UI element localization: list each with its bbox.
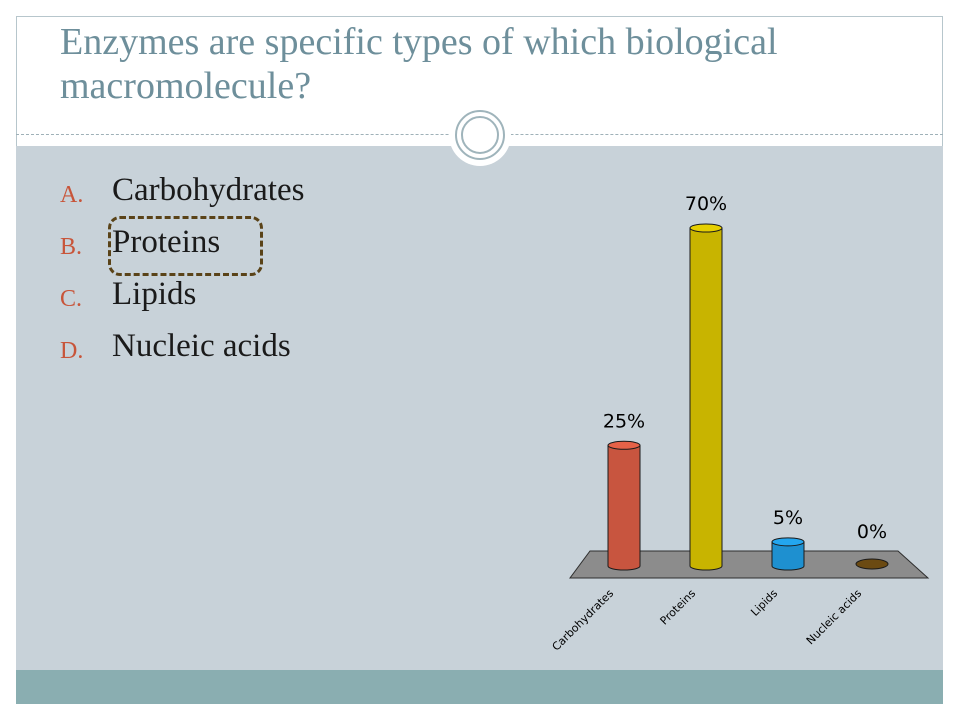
category-tick-label: Nucleic acids: [804, 587, 864, 647]
category-tick-label: Proteins: [658, 587, 699, 628]
option-text: Nucleic acids: [112, 328, 291, 364]
option-text: Lipids: [112, 276, 197, 312]
bar-top: [771, 537, 805, 547]
bar-nucleic-acids: [855, 558, 889, 570]
bar-top: [607, 440, 641, 450]
category-tick-label: Carbohydrates: [550, 587, 617, 654]
data-label: 70%: [685, 193, 727, 215]
option-text: Carbohydrates: [112, 172, 305, 208]
bar-lipids: [771, 537, 805, 571]
data-label: 0%: [857, 521, 887, 543]
category-tick-label: Lipids: [748, 587, 780, 619]
option-letter: D.: [60, 338, 84, 364]
option-letter: A.: [60, 182, 84, 208]
data-label: 5%: [773, 507, 803, 529]
bar-carbohydrates: [607, 440, 641, 571]
data-label: 25%: [603, 410, 645, 432]
footer-bar: [16, 670, 943, 704]
bar-proteins: [689, 223, 723, 571]
bar-body: [771, 541, 805, 571]
option-text: Proteins: [112, 224, 221, 260]
slide-title: Enzymes are specific types of which biol…: [60, 21, 778, 107]
content-panel: [16, 146, 943, 670]
bar-body: [607, 444, 641, 571]
response-bar-chart: 25% Carbohydrates 70% Proteins 5% Lipids 0% Nuc…: [550, 193, 930, 654]
title-area: Enzymes are specific types of which biol…: [16, 16, 943, 134]
bar-top: [689, 223, 723, 233]
option-letter: B.: [60, 234, 83, 260]
bar-body: [689, 227, 723, 571]
divider-circle-ring-inner: [461, 116, 499, 154]
correct-answer-highlight: [108, 216, 263, 276]
option-letter: C.: [60, 286, 83, 312]
